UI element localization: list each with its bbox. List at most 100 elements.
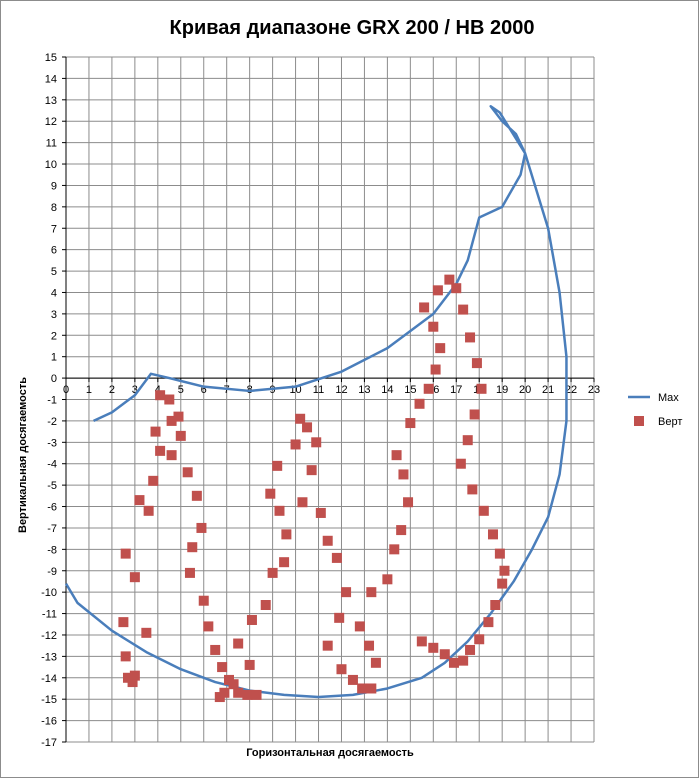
legend-label: Верт [658,416,682,428]
x-tick-label: 15 [404,384,416,396]
data-point-vert [184,567,195,578]
x-tick-label: 1 [86,384,92,396]
data-point-vert [265,488,276,499]
data-point-vert [155,445,166,456]
x-tick-label: 21 [542,384,554,396]
y-tick-label: 7 [51,223,57,235]
x-tick-label: 4 [155,384,161,396]
y-tick-label: -14 [41,673,57,685]
y-tick-label: -6 [47,502,57,514]
data-point-vert [260,600,271,610]
data-point-vert [444,274,455,285]
y-tick-label: -8 [47,544,57,556]
y-axis-label: Вертикальная досягаемость [17,377,29,533]
data-point-vert [428,321,439,332]
data-point-vert [246,614,257,625]
data-point-vert [281,529,292,540]
data-point-vert [233,638,244,649]
x-tick-label: 22 [565,384,577,396]
data-point-vert [490,600,501,610]
data-point-vert [297,497,308,508]
x-tick-label: 11 [313,384,324,396]
x-tick-label: 13 [358,384,370,396]
data-point-vert [166,415,177,426]
data-point-vert [203,621,214,632]
data-point-vert [233,687,244,698]
x-tick-label: 12 [335,384,347,396]
data-point-vert [290,439,301,450]
data-point-vert [196,522,207,533]
data-point-vert [217,662,228,673]
y-tick-label: -12 [41,630,57,642]
data-point-vert [322,535,333,546]
y-tick-label: 6 [51,245,57,257]
y-tick-label: -17 [41,737,57,749]
x-tick-label: 2 [109,384,115,396]
data-point-vert [455,458,466,469]
data-point-vert [467,484,478,495]
data-point-vert [448,657,459,668]
data-point-vert [465,644,476,655]
x-tick-label: 6 [201,384,207,396]
data-point-vert [478,505,489,516]
data-point-vert [122,672,133,683]
data-point-vert [357,683,368,694]
x-tick-label: 3 [132,384,138,396]
data-point-vert [134,495,145,506]
x-tick-label: 20 [519,384,531,396]
y-tick-label: -11 [42,609,57,621]
data-point-vert [462,435,473,446]
data-point-vert [354,621,365,632]
y-tick-label: -10 [41,587,57,599]
data-point-vert [118,617,129,628]
data-point-vert [141,627,152,638]
y-tick-label: 12 [45,116,57,128]
data-point-vert [430,364,441,375]
data-point-vert [315,507,326,518]
chart-title: Кривая диапазоне GRX 200 / HB 2000 [170,17,535,39]
data-point-vert [267,567,278,578]
data-point-vert [476,383,487,394]
data-point-vert [311,437,322,448]
x-tick-label: 7 [224,384,230,396]
data-point-vert [403,497,414,508]
x-tick-label: 5 [178,384,184,396]
data-point-vert [214,692,225,703]
data-point-vert [302,422,313,433]
data-point-vert [494,548,505,559]
data-point-vert [451,283,462,294]
data-point-vert [419,302,430,313]
data-point-vert [336,664,347,675]
y-tick-label: 11 [46,138,57,150]
data-point-vert [432,285,443,296]
y-tick-label: -1 [47,395,57,407]
data-point-vert [398,469,409,480]
data-point-vert [499,565,510,576]
data-point-vert [175,430,186,441]
data-point-vert [423,383,434,394]
data-point-vert [382,574,393,585]
y-tick-label: 14 [45,73,57,85]
x-axis-label: Горизонтальная досягаемость [246,747,414,759]
data-point-vert [129,670,140,681]
data-point-vert [295,413,306,424]
x-tick-label: 19 [496,384,508,396]
y-tick-label: -16 [41,716,57,728]
data-point-vert [306,465,317,476]
data-point-vert [471,358,482,369]
y-tick-label: 13 [45,95,57,107]
data-point-vert [187,542,198,553]
data-point-vert [334,612,345,623]
data-point-vert [439,649,450,660]
data-point-vert [191,490,202,501]
data-point-vert [322,640,333,651]
data-point-vert [458,655,469,666]
data-point-vert [370,657,381,668]
x-tick-label: 23 [588,384,600,396]
data-point-vert [389,544,400,555]
data-point-vert [366,587,377,598]
legend-label: Max [658,392,679,404]
data-point-vert [120,651,131,662]
